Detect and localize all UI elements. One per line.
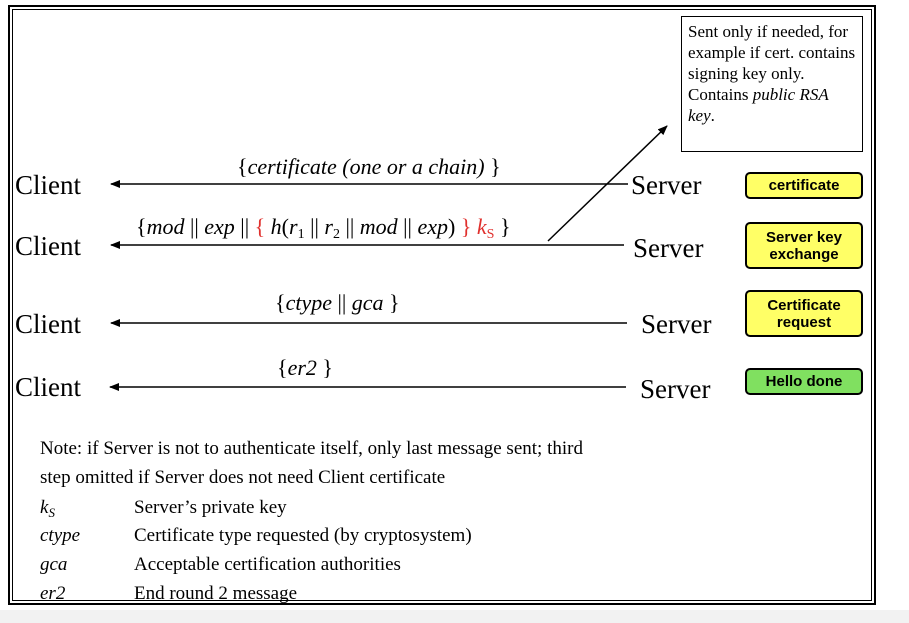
callout-italic-text: public RSA key xyxy=(688,85,829,125)
message-part: ( xyxy=(281,214,289,239)
message-part: { xyxy=(275,290,286,315)
badge-line: Hello done xyxy=(765,373,843,390)
glossary-definition: Acceptable certification authorities xyxy=(134,554,401,575)
footer-strip xyxy=(0,610,909,623)
slide-frame-outer xyxy=(8,5,876,605)
message-label: {ctype || gca } xyxy=(275,290,400,316)
message-part: } xyxy=(494,214,511,239)
badge-line: Server key xyxy=(766,228,842,246)
client-label: Client xyxy=(15,170,81,200)
message-type-badge: Hello done xyxy=(745,368,863,395)
message-part: r xyxy=(324,214,333,239)
message-part: || xyxy=(234,214,255,239)
message-part: || xyxy=(339,214,360,239)
glossary-term-text: k xyxy=(40,497,49,518)
glossary-term: kS xyxy=(40,496,55,525)
message-part: || xyxy=(397,214,418,239)
glossary-term: ctype xyxy=(40,524,80,548)
badge-line: exchange xyxy=(769,245,839,263)
message-part: } xyxy=(484,154,501,179)
server-label: Server xyxy=(633,233,704,263)
slide-frame-inner xyxy=(12,9,872,601)
message-type-badge: certificate xyxy=(745,172,863,199)
message-part: || xyxy=(184,214,205,239)
message-part: exp xyxy=(417,214,448,239)
message-part: k xyxy=(476,214,487,239)
glossary-term: er2 xyxy=(40,582,65,606)
message-part: ) xyxy=(447,214,461,239)
message-part: h xyxy=(270,214,282,239)
message-part: gca xyxy=(351,290,384,315)
message-part: 2 xyxy=(332,227,340,242)
message-part: r xyxy=(289,214,298,239)
badge-line: certificate xyxy=(768,177,840,194)
note-line-1: Note: if Server is not to authenticate i… xyxy=(40,438,583,459)
message-label: {mod || exp || { h(r1 || r2 || mod || ex… xyxy=(136,214,511,248)
note-line-2: step omitted if Server does not need Cli… xyxy=(40,467,446,488)
callout-pointer-arrow xyxy=(547,125,668,242)
glossary-definition: End round 2 message xyxy=(134,583,298,604)
callout-note: Sent only if needed, for example if cert… xyxy=(681,16,863,152)
badge-line: Certificate xyxy=(767,296,841,314)
badge-text: Server key exchange xyxy=(766,229,842,263)
badge-text: certificate xyxy=(769,177,840,194)
message-part: ctype xyxy=(285,290,332,315)
glossary-term: gca xyxy=(40,553,67,577)
message-part: } xyxy=(383,290,400,315)
callout-text: Sent only if needed, for example if cert… xyxy=(688,22,856,104)
message-part: S xyxy=(486,227,495,242)
message-part: { xyxy=(254,214,271,239)
message-part: 1 xyxy=(297,227,305,242)
message-label: {er2 } xyxy=(277,355,333,381)
client-label: Client xyxy=(15,231,81,261)
message-label: {certificate (one or a chain) } xyxy=(237,154,501,180)
glossary-definition: Server’s private key xyxy=(134,497,287,518)
client-label: Client xyxy=(15,309,81,339)
message-part: { xyxy=(237,154,248,179)
client-label: Client xyxy=(15,372,81,402)
message-part: mod xyxy=(146,214,185,239)
message-part: mod xyxy=(359,214,398,239)
message-part: { xyxy=(136,214,147,239)
message-part: certificate (one or a chain) xyxy=(247,154,485,179)
glossary-term-text: gca xyxy=(40,554,68,575)
glossary-term-sub: S xyxy=(48,505,55,520)
message-type-badge: Server key exchange xyxy=(745,222,863,269)
message-part: exp xyxy=(204,214,235,239)
glossary-definition: Certificate type requested (by cryptosys… xyxy=(134,525,472,546)
message-part: er2 xyxy=(287,355,317,380)
message-part: } xyxy=(316,355,333,380)
glossary-term-text: er2 xyxy=(40,583,66,604)
badge-line: request xyxy=(776,313,832,331)
server-label: Server xyxy=(640,374,711,404)
callout-tail: . xyxy=(710,106,715,125)
message-type-badge: Certificate request xyxy=(745,290,863,337)
message-part: { xyxy=(277,355,288,380)
message-part: } xyxy=(460,214,477,239)
server-label: Server xyxy=(641,309,712,339)
server-label: Server xyxy=(631,170,702,200)
glossary-term-text: ctype xyxy=(40,525,81,546)
badge-text: Certificate request xyxy=(767,297,840,331)
message-part: || xyxy=(331,290,352,315)
badge-text: Hello done xyxy=(766,373,843,390)
message-part: || xyxy=(304,214,325,239)
